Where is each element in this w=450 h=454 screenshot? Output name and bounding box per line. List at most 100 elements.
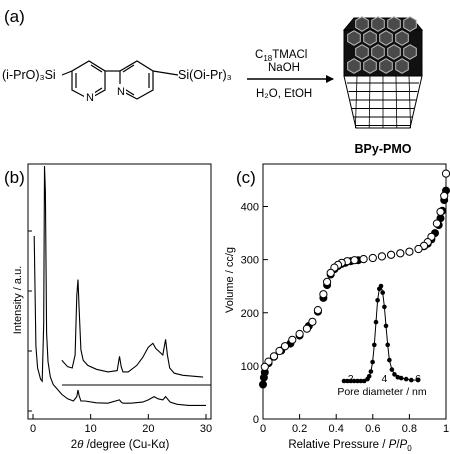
panel-c-x-axis-label: Relative Pressure / P/P0 xyxy=(288,439,412,453)
pore-hexagon xyxy=(403,44,417,60)
reaction-conditions: C18TMACl NaOH H₂O, EtOH xyxy=(247,49,334,100)
panel-b-x-tick-label: 30 xyxy=(200,423,212,435)
pore-hexagon xyxy=(387,44,401,60)
desorption-point xyxy=(441,169,450,178)
right-si-bond xyxy=(152,70,179,76)
desorption-point xyxy=(295,329,304,339)
pore-distribution-point xyxy=(366,374,372,379)
panel-b-series xyxy=(33,165,206,406)
right-n-backdrop xyxy=(115,84,126,97)
pore-hexagon xyxy=(363,30,377,46)
rod-column-line xyxy=(355,75,358,129)
hexagonal-rod-bundle-icon xyxy=(342,16,424,129)
pore-distribution-line xyxy=(344,284,418,382)
pore-hexagon xyxy=(403,16,417,32)
pore-distribution-point xyxy=(345,378,350,384)
desorption-point xyxy=(319,290,328,299)
surfactant-label: C18TMACl xyxy=(255,49,307,63)
pore-distribution-point xyxy=(415,377,421,383)
pore-distribution-point xyxy=(373,319,379,325)
panel-c-inset-x-axis-label: Pore diameter / nm xyxy=(337,386,427,398)
pore-distribution-point xyxy=(355,378,360,384)
desorption-point xyxy=(368,253,377,263)
panel-b-full-pattern-line xyxy=(33,165,206,406)
pore-hexagon xyxy=(347,30,361,46)
base-label: NaOH xyxy=(268,62,300,74)
pore-hexagon xyxy=(347,58,361,74)
inset-x-tick-label: 4 xyxy=(381,373,387,385)
left-n-backdrop xyxy=(84,90,95,103)
inset-x-tick-label: 2 xyxy=(348,373,354,385)
rod-column-line xyxy=(408,75,411,129)
panel-c-y-axis-label: Volume / cc/g xyxy=(224,247,236,313)
panel-b-x-axis-label: 2θ /degree (Cu-Kα) xyxy=(71,439,170,451)
desorption-point xyxy=(396,249,405,258)
desorption-point xyxy=(359,255,368,264)
bipyridine-structure: (i-PrO)₃Si Si(Oi-Pr)₃ N N xyxy=(2,60,232,104)
desorption-point xyxy=(432,219,441,228)
pore-distribution-point xyxy=(348,378,354,384)
panel-c-frame xyxy=(262,163,447,420)
panel-c-ticks: 0 0.2 0.4 0.6 0.8 1 0 100 200 300 400 xyxy=(241,202,449,436)
panel-c-x-tick-label: 1 xyxy=(443,423,449,435)
desorption-point xyxy=(280,342,290,351)
desorption-point xyxy=(387,250,396,259)
panel-c-y-tick-label: 0 xyxy=(253,414,259,426)
rod-column-line xyxy=(368,75,371,129)
panel-c: (c) 0 0.2 0.4 0.6 0.8 1 0 100 200 300 400 2 4 6 Pore… xyxy=(224,163,450,453)
pore-size-inset: 2 4 6 xyxy=(341,283,421,385)
desorption-point xyxy=(350,256,359,265)
pore-distribution-point xyxy=(372,342,377,348)
pore-distribution-point xyxy=(370,359,375,365)
panel-c-x-tick-label: 0.6 xyxy=(365,423,380,435)
desorption-point xyxy=(323,277,332,286)
desorption-point xyxy=(414,244,423,254)
panel-c-y-tick-label: 200 xyxy=(241,308,259,320)
panel-c-x-tick-label: 0.8 xyxy=(402,423,417,435)
pore-distribution-point xyxy=(398,375,404,381)
pore-distribution-point xyxy=(375,298,380,303)
panel-c-label: (c) xyxy=(236,168,256,187)
panel-c-y-tick-label: 400 xyxy=(241,202,259,214)
panel-b-y-axis-label: Intensity / a.u. xyxy=(12,266,24,334)
pore-distribution-point xyxy=(378,283,384,289)
left-ring-double-bond xyxy=(90,64,103,73)
panel-b: (b) 0 10 20 30 Intensity / a.u. 2θ /degree … xyxy=(4,163,212,451)
rod-column-line xyxy=(395,75,398,129)
desorption-point xyxy=(313,306,322,315)
pore-hexagon xyxy=(371,16,385,32)
pore-distribution-point xyxy=(382,304,387,310)
panel-c-x-tick-label: 0.4 xyxy=(329,423,344,435)
panel-b-label: (b) xyxy=(4,168,25,187)
pore-distribution-point xyxy=(380,290,386,295)
right-ring-double-bond xyxy=(122,64,135,73)
pore-distribution-point xyxy=(403,376,409,382)
pore-distribution-point xyxy=(383,323,389,329)
desorption-point xyxy=(436,207,445,216)
desorption-point xyxy=(288,335,297,344)
left-si-bond xyxy=(61,70,73,76)
pore-hexagon xyxy=(363,58,377,74)
adsorption-point xyxy=(258,380,267,389)
panel-c-x-tick-label: 0.2 xyxy=(292,423,307,435)
desorption-point xyxy=(275,346,284,356)
left-silyl-group: (i-PrO)₃Si xyxy=(2,68,56,82)
panel-b-x-tick-label: 0 xyxy=(30,423,36,435)
pore-distribution-point xyxy=(389,367,395,372)
pore-distribution-point xyxy=(387,357,392,363)
right-silyl-group: Si(Oi-Pr)₃ xyxy=(178,68,232,82)
pore-hexagon xyxy=(379,30,393,46)
pore-hexagon xyxy=(355,16,369,32)
pore-hexagon xyxy=(395,30,409,46)
panel-b-x-tick-label: 10 xyxy=(85,423,97,435)
desorption-point xyxy=(260,362,269,371)
pore-hexagon xyxy=(355,44,369,60)
pore-distribution-point xyxy=(392,372,397,377)
pore-distribution-point xyxy=(368,369,374,374)
desorption-point xyxy=(302,324,311,333)
desorption-point xyxy=(326,268,335,277)
pore-hexagon xyxy=(395,58,409,74)
pore-distribution-point xyxy=(341,378,347,384)
panel-b-magnified-line xyxy=(61,279,204,378)
